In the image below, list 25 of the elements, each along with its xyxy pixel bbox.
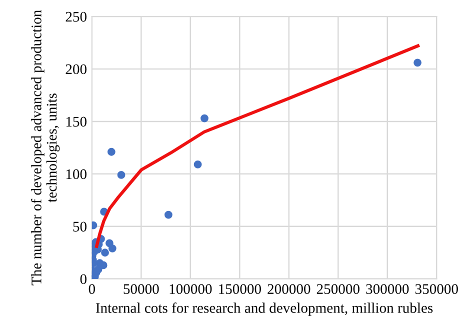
point <box>117 171 126 179</box>
point <box>107 148 116 156</box>
x-tick-label: 200000 <box>268 284 310 294</box>
x-tick-label: 350000 <box>415 284 458 294</box>
y-axis-title: The number of developed advanced production technologies, units <box>30 10 60 286</box>
point <box>101 248 109 257</box>
x-axis-title: Internal cots for research and development, million rubles <box>96 302 433 316</box>
x-tick-label: 150000 <box>219 284 261 294</box>
x-tick-label: 50000 <box>124 284 159 294</box>
x-tick-label: 100000 <box>170 284 212 294</box>
x-tick-label: 250000 <box>316 284 360 294</box>
point <box>194 160 202 168</box>
point <box>200 114 208 122</box>
point <box>164 210 172 219</box>
point <box>414 58 422 67</box>
y-tick-label: 0 <box>80 274 87 284</box>
point <box>94 265 102 274</box>
y-tick-label: 150 <box>66 116 87 127</box>
point <box>108 244 116 252</box>
y-tick-label: 50 <box>73 222 87 232</box>
x-tick-label: 0 <box>88 284 96 294</box>
x-tick-label: 300000 <box>366 284 409 294</box>
y-tick-label: 250 <box>66 12 87 22</box>
y-tick-label: 200 <box>66 64 87 74</box>
y-tick-label: 100 <box>66 169 87 180</box>
